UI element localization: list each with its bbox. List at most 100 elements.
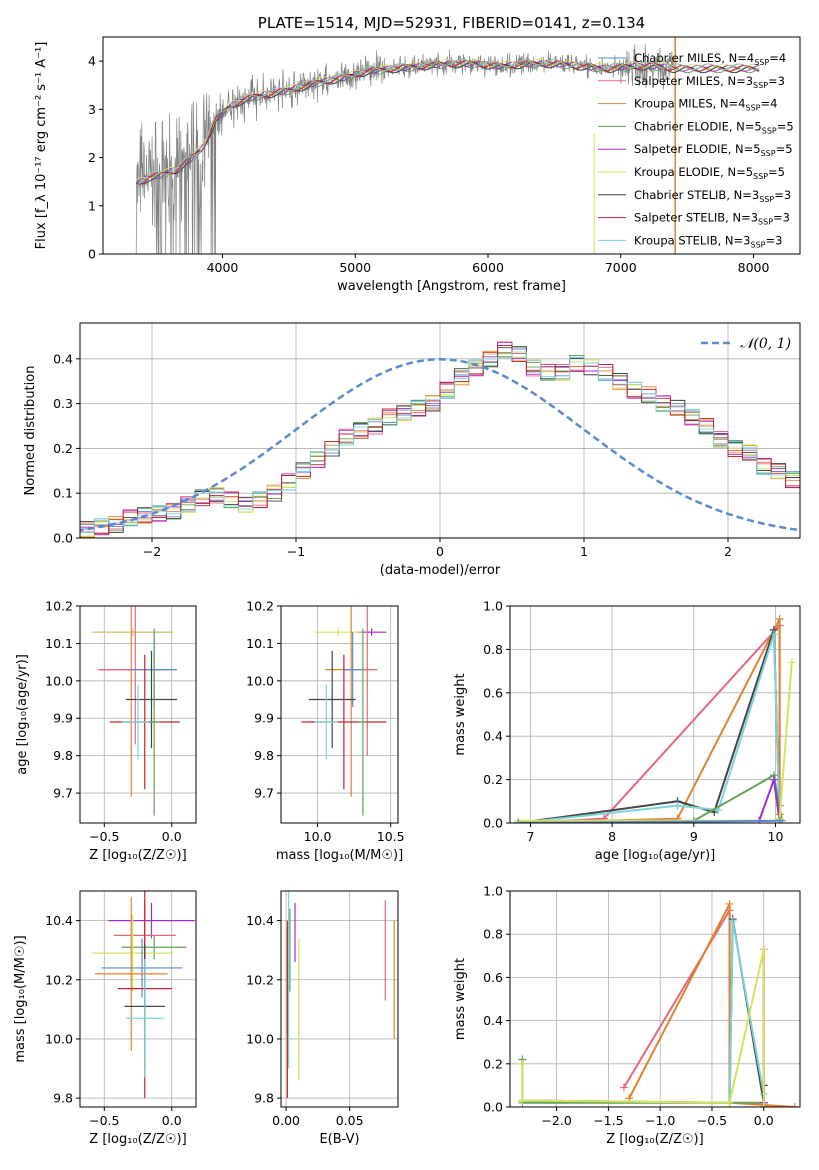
legend-entry: Chabrier ELODIE, N=5SSP=5	[634, 119, 794, 135]
plot-area	[518, 899, 799, 1107]
x-tick-label: 10.5	[377, 829, 405, 844]
data-point-marker	[759, 945, 768, 954]
y-tick-label: 0.4	[483, 729, 503, 744]
x-tick-label: 8	[608, 829, 616, 844]
y-tick-label: 9.8	[254, 1091, 274, 1106]
mass-weight-line	[628, 903, 795, 1107]
y-tick-label: 10.0	[45, 673, 73, 688]
y-tick-label: 0.0	[483, 1100, 503, 1115]
y-tick-label: 0.0	[53, 531, 73, 546]
y-tick-label: 9.8	[254, 748, 274, 763]
x-axis-label: (data-model)/error	[380, 563, 501, 578]
y-tick-label: 4	[88, 54, 96, 69]
data-point-marker	[518, 1096, 527, 1105]
x-tick-label: 2	[724, 544, 732, 559]
y-tick-label: 10.4	[45, 913, 73, 928]
y-tick-label: 0.0	[483, 816, 503, 831]
y-tick-label: 0.8	[483, 642, 503, 657]
error-bar-point	[125, 650, 178, 749]
y-tick-label: 0	[88, 247, 96, 262]
data-point-marker	[725, 1098, 734, 1107]
y-tick-label: 9.8	[53, 1091, 73, 1106]
x-axis-label: Z [log₁₀(Z/Z☉)]	[89, 848, 186, 863]
data-point-marker	[518, 1059, 527, 1068]
y-tick-label: 10.1	[246, 636, 274, 651]
x-tick-label: 10	[768, 829, 784, 844]
y-tick-label: 9.8	[53, 748, 73, 763]
y-tick-label: 10.4	[246, 913, 274, 928]
histogram-line	[80, 353, 800, 537]
y-tick-label: 9.7	[53, 786, 73, 801]
x-axis-label: age [log₁₀(age/yr)]	[595, 848, 716, 863]
legend-entry: Salpeter MILES, N=3SSP=3	[634, 74, 785, 90]
data-point-marker	[619, 1083, 628, 1092]
error-bar-point	[92, 628, 174, 636]
y-tick-label: 0.4	[483, 1013, 503, 1028]
y-tick-label: 0.6	[483, 970, 503, 985]
panel-mass_vs_Z: −0.5 0.0 9.8 10.0 10.2 10.4 Z [log₁₀(Z/Z☉)] mas…	[13, 890, 197, 1147]
legend-entry: Kroupa STELIB, N=3SSP=3	[634, 233, 782, 249]
x-tick-label: 8000	[738, 260, 770, 275]
plot-area	[135, 37, 760, 254]
mass-weight-line	[518, 779, 781, 823]
x-tick-label: 7	[526, 829, 534, 844]
error-bar-point	[101, 938, 183, 998]
x-tick-label: 9	[690, 829, 698, 844]
legend-entry: Chabrier MILES, N=4SSP=4	[634, 51, 786, 67]
model-line	[135, 60, 760, 184]
error-bar-point	[108, 902, 195, 939]
model-line	[136, 60, 760, 185]
x-tick-label: 1	[580, 544, 588, 559]
histogram-line	[80, 346, 800, 532]
axes-frame	[509, 890, 801, 1108]
observed-spectrum-line	[135, 44, 675, 254]
y-tick-label: 0.2	[53, 441, 73, 456]
data-point-marker	[673, 801, 682, 810]
data-point-marker	[769, 630, 778, 639]
data-point-marker	[769, 775, 778, 784]
panel-residuals: −2 −1 0 1 2 0.0 0.1 0.2 0.3 0.4 (data-model)/error…	[23, 322, 801, 578]
y-tick-label: 9.9	[53, 711, 73, 726]
x-tick-label: −2.0	[541, 1113, 571, 1128]
data-point-marker	[790, 1103, 799, 1107]
error-bar-point	[314, 684, 339, 760]
error-bar-point	[358, 628, 368, 816]
y-tick-label: 9.9	[254, 711, 274, 726]
legend-entry: Kroupa MILES, N=4SSP=4	[634, 97, 777, 113]
legend-entry: Salpeter STELIB, N=3SSP=3	[634, 211, 790, 227]
x-tick-label: 0.05	[336, 1113, 364, 1128]
y-tick-label: 1.0	[483, 599, 503, 614]
x-tick-label: 0.0	[162, 1113, 182, 1128]
x-axis-label: mass [log₁₀(M/M☉)]	[276, 848, 403, 863]
x-axis-label: Z [log₁₀(Z/Z☉)]	[89, 1132, 186, 1147]
x-tick-label: 7000	[605, 260, 637, 275]
error-bar-point	[301, 654, 387, 790]
y-tick-label: 0.1	[53, 486, 73, 501]
y-axis-label: mass [log₁₀(M/M☉)]	[13, 935, 28, 1062]
x-tick-label: 4000	[207, 260, 239, 275]
y-tick-label: 9.7	[254, 786, 274, 801]
y-tick-label: 10.2	[45, 972, 73, 987]
y-tick-label: 0.6	[483, 685, 503, 700]
normal-curve-line	[80, 358, 800, 532]
data-point-marker	[728, 917, 737, 926]
y-tick-label: 3	[88, 102, 96, 117]
plot-area	[92, 891, 195, 1099]
plot-area	[514, 615, 796, 823]
x-tick-label: 0.0	[162, 829, 182, 844]
data-point-marker	[775, 816, 784, 823]
plot-area	[286, 891, 395, 1099]
panel-mass_vs_ebv: 0.00 0.05 9.8 10.0 10.2 10.4 E(B-V)	[246, 890, 399, 1147]
mass-weight-line	[521, 949, 765, 1107]
x-axis-label: E(B-V)	[319, 1132, 359, 1147]
x-tick-label: −0.5	[89, 1113, 119, 1128]
y-tick-label: 10.1	[45, 636, 73, 651]
data-point-marker	[514, 819, 523, 823]
plot-area	[92, 606, 180, 816]
error-bar-point	[314, 628, 362, 636]
error-bar-point	[148, 628, 160, 816]
x-tick-label: −1.5	[593, 1113, 623, 1128]
chart-title: PLATE=1514, MJD=52931, FIBERID=0141, z=0…	[258, 14, 645, 32]
x-axis-label: wavelength [Angstrom, rest frame]	[337, 279, 566, 294]
panel-weight_vs_Z: −2.0 −1.5 −1.0 −0.5 0.0 0.0 0.2 0.4 0.6 0.8 1.0 Z […	[453, 884, 801, 1147]
